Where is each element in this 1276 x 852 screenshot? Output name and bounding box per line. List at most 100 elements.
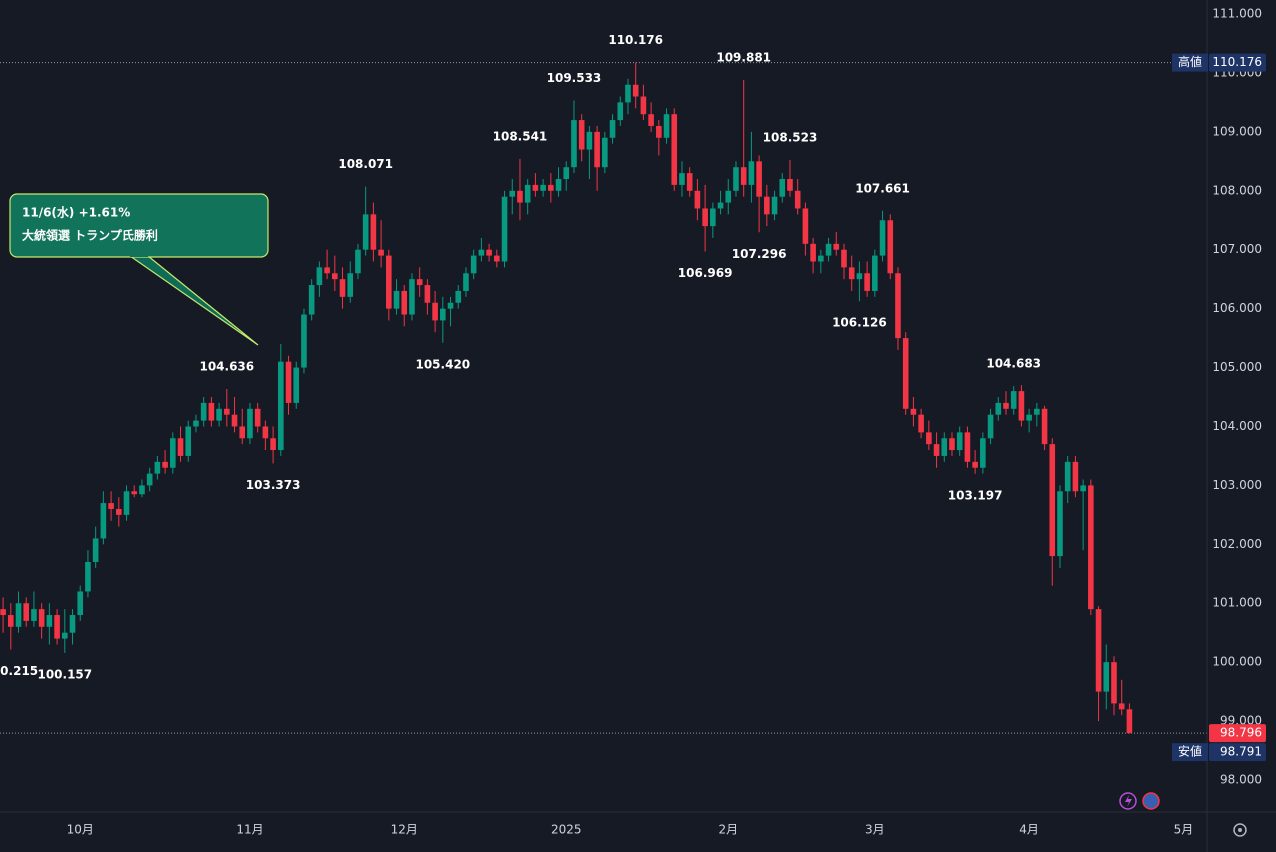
candle-body [578, 120, 585, 150]
candle-body [771, 196, 778, 215]
candle-body [864, 273, 870, 291]
price-tag: 98.796 [1220, 726, 1262, 740]
candle-body [895, 273, 901, 339]
y-tick-label: 101.000 [1212, 596, 1262, 610]
candle-body [725, 190, 732, 203]
candle-body [1095, 609, 1102, 692]
candle-body [262, 426, 269, 439]
candle-body [1057, 491, 1063, 557]
y-tick-label: 102.000 [1212, 537, 1262, 551]
trough-label: 105.420 [415, 357, 470, 371]
candle-body [116, 508, 122, 515]
flag-icon[interactable] [1142, 792, 1160, 810]
lightning-icon[interactable] [1119, 792, 1137, 810]
candle-body [162, 461, 168, 468]
candle-body [987, 414, 994, 439]
candle-body [524, 184, 531, 203]
y-tick-label: 111.000 [1212, 7, 1262, 21]
candle-body [308, 285, 315, 315]
candle-body [108, 503, 114, 509]
settings-dot [1238, 828, 1242, 832]
candle-body [1064, 461, 1071, 492]
candle-body [702, 208, 708, 227]
candle-body [941, 438, 948, 456]
candle-body [710, 208, 716, 227]
x-tick-label: 2025 [551, 823, 582, 837]
candle-body [424, 285, 431, 303]
candle-body [910, 408, 917, 415]
peak-label: 109.881 [716, 50, 771, 64]
candle-body [0, 609, 6, 616]
icons [1119, 792, 1247, 837]
candle-body [1049, 444, 1056, 557]
peak-label: 108.541 [493, 129, 548, 143]
candle-body [270, 438, 276, 451]
candle-body [933, 444, 940, 456]
price-tag: 98.791 [1220, 745, 1262, 759]
candle-body [231, 414, 238, 427]
candle-body [370, 214, 377, 250]
candle-body [825, 243, 832, 256]
candle-body [810, 243, 816, 262]
candle-body [447, 302, 454, 309]
candle-body [833, 243, 840, 250]
candle-body [517, 190, 523, 203]
candle-body [463, 273, 469, 291]
candle-body [440, 308, 446, 321]
candle-body [586, 131, 593, 150]
candle-body [324, 267, 330, 274]
callout-joint [130, 250, 148, 257]
candle-body [733, 167, 739, 191]
candle-body [949, 438, 955, 451]
candle-body [1111, 662, 1117, 704]
candle-body [509, 190, 516, 197]
x-tick-label: 2月 [718, 823, 738, 837]
candle-body [656, 125, 662, 138]
y-tick-label: 99.000 [1220, 714, 1262, 728]
candle-body [540, 184, 546, 191]
callout-line: 大統領選 トランプ氏勝利 [22, 228, 158, 243]
candle-body [841, 249, 847, 268]
callout-line: 11/6(水) +1.61% [22, 205, 130, 220]
candle-body [100, 503, 107, 539]
candle-body [1080, 485, 1086, 492]
candle-body [964, 432, 971, 462]
candle-body [69, 615, 76, 633]
candle-body [177, 438, 184, 456]
candle-body [185, 426, 192, 456]
candle-body [740, 167, 747, 185]
price-tag-name-bg [1172, 743, 1208, 762]
candle-body [85, 561, 91, 592]
candle-body [285, 361, 292, 403]
candle-body [818, 255, 824, 262]
candle-body [278, 361, 284, 451]
settings-icon[interactable] [1233, 823, 1247, 837]
candle-body [486, 249, 492, 256]
candle-body [386, 255, 392, 309]
candle-body [301, 314, 307, 368]
candle-body [980, 438, 986, 468]
candle-body [802, 208, 809, 244]
trough-label: 103.197 [948, 488, 1003, 502]
x-tick-label: 3月 [865, 823, 885, 837]
y-tick-label: 105.000 [1212, 360, 1262, 374]
candle-body [972, 461, 978, 468]
candle-body [648, 114, 654, 126]
price-tag-bg [1209, 743, 1266, 762]
candle-body [200, 402, 207, 421]
candle-body [1010, 391, 1017, 409]
candle-body [378, 249, 384, 256]
peak-label: 108.071 [338, 157, 393, 171]
candle-body [555, 179, 562, 191]
candle-body [38, 609, 45, 627]
lightning-glyph [1125, 795, 1132, 807]
candle-body [501, 196, 508, 262]
peak-label: 108.523 [763, 130, 818, 144]
peak-label: 110.176 [608, 33, 663, 47]
candle-body [779, 179, 786, 197]
candle-body [332, 273, 338, 280]
candle-body [1034, 408, 1040, 415]
trough-label: 106.969 [678, 266, 733, 280]
